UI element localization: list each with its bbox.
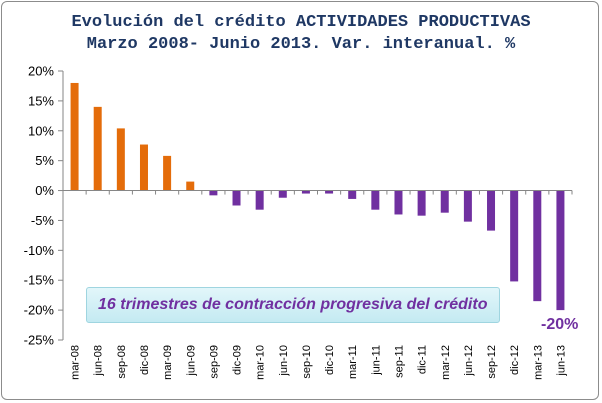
- x-tick-label: sep-08: [116, 345, 128, 379]
- x-tick-label: mar-13: [532, 345, 544, 380]
- x-tick-label: sep-10: [301, 345, 313, 379]
- x-tick-label: jun-12: [463, 345, 475, 377]
- x-tick-label: dic-10: [324, 345, 336, 375]
- bar-sep-08: [116, 128, 125, 191]
- x-tick-label: mar-11: [347, 345, 359, 379]
- y-tick-label: 20%: [28, 64, 54, 79]
- last-value-label: -20%: [541, 316, 579, 333]
- y-tick-label: -20%: [24, 303, 55, 318]
- y-tick-label: 15%: [28, 93, 54, 108]
- bar-mar-12: [440, 190, 449, 213]
- y-axis: 20% 15% 10% 5% 0% -5% -10% -15% -20% -25%: [24, 64, 64, 348]
- bar-mar-11: [348, 190, 357, 199]
- bar-mar-08: [70, 82, 79, 191]
- bar-jun-12: [463, 190, 472, 222]
- chart-title-line-2: Marzo 2008- Junio 2013. Var. interanual.…: [86, 35, 516, 54]
- bar-sep-09: [209, 190, 218, 196]
- bar-sep-12: [487, 190, 496, 231]
- x-tick-label: sep-11: [393, 345, 405, 378]
- x-tick-label: jun-11: [370, 345, 382, 376]
- bar-dic-12: [510, 190, 519, 282]
- x-tick-label: mar-10: [255, 345, 267, 380]
- bar-mar-09: [163, 155, 172, 191]
- x-tick-label: jun-13: [555, 345, 567, 377]
- y-tick-label: -25%: [24, 333, 55, 348]
- y-tick-label: -15%: [24, 273, 55, 288]
- x-tick-label: dic-08: [139, 345, 151, 375]
- bars: [70, 82, 565, 311]
- x-tick-label: jun-09: [185, 345, 197, 377]
- x-tick-label: mar-09: [162, 345, 174, 380]
- x-tick-label: dic-12: [509, 345, 521, 375]
- bar-sep-11: [394, 190, 403, 215]
- chart-title: Evolución del crédito ACTIVIDADES PRODUC…: [0, 12, 602, 56]
- x-tick-label: mar-12: [440, 345, 452, 380]
- bar-mar-10: [255, 190, 264, 210]
- x-tick-label: dic-11: [417, 345, 429, 374]
- x-tick-label: jun-08: [93, 345, 105, 377]
- bar-dic-11: [417, 190, 426, 216]
- bar-jun-10: [278, 190, 287, 198]
- y-tick-label: 0%: [35, 183, 54, 198]
- bar-dic-10: [325, 190, 334, 194]
- bar-jun-13: [556, 190, 565, 311]
- chart-title-line-1: Evolución del crédito ACTIVIDADES PRODUC…: [71, 13, 531, 32]
- y-tick-label: -10%: [24, 243, 55, 258]
- annotation-box: 16 trimestres de contracción progresiva …: [86, 287, 500, 323]
- bar-mar-13: [533, 190, 542, 302]
- x-tick-label: sep-09: [208, 345, 220, 379]
- x-axis: mar-08 jun-08 sep-08 dic-08 mar-09 jun-09 sep-…: [62, 190, 573, 380]
- bar-jun-11: [371, 190, 380, 210]
- bar-dic-08: [139, 144, 148, 191]
- x-tick-label: dic-09: [232, 345, 244, 375]
- y-tick-label: 5%: [35, 153, 54, 168]
- x-tick-label: sep-12: [486, 345, 498, 379]
- bar-sep-10: [301, 190, 310, 194]
- y-tick-label: -5%: [31, 213, 55, 228]
- x-tick-label: mar-08: [70, 345, 82, 380]
- bar-dic-09: [232, 190, 241, 206]
- bar-jun-08: [93, 106, 102, 191]
- y-tick-label: 10%: [28, 123, 54, 138]
- x-tick-label: jun-10: [278, 345, 290, 377]
- bar-jun-09: [186, 181, 195, 191]
